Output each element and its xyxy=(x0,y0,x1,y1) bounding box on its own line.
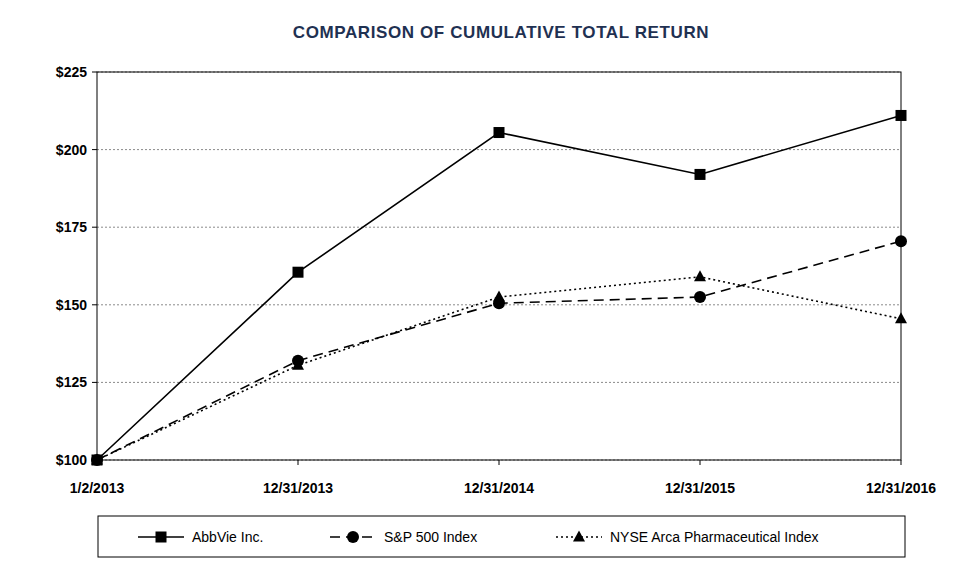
legend: AbbVie Inc. S&P 500 Index NYSE Arca Pharma… xyxy=(98,516,905,557)
point xyxy=(695,169,706,180)
grid-line xyxy=(97,382,901,383)
y-tick xyxy=(92,149,97,150)
point xyxy=(292,359,304,370)
y-tick xyxy=(92,72,97,73)
point xyxy=(92,455,103,466)
grid-line xyxy=(97,149,901,150)
point xyxy=(895,312,907,323)
x-tick xyxy=(901,460,902,465)
legend-marker xyxy=(156,532,167,543)
y-tick-label: $225 xyxy=(56,64,87,80)
x-tick-label: 1/2/2013 xyxy=(70,480,125,496)
legend-marker xyxy=(347,531,359,543)
legend-box xyxy=(98,516,905,557)
point xyxy=(91,454,103,466)
y-tick-label: $125 xyxy=(56,374,87,390)
legend-marker xyxy=(573,531,585,542)
x-tick-label: 12/31/2013 xyxy=(263,480,333,496)
x-tick-label: 12/31/2016 xyxy=(866,480,936,496)
chart: COMPARISON OF CUMULATIVE TOTAL RETURN $10… xyxy=(0,0,955,569)
point xyxy=(293,267,304,278)
series-line xyxy=(97,241,901,460)
y-tick xyxy=(92,304,97,305)
x-tick xyxy=(499,460,500,465)
x-tick xyxy=(298,460,299,465)
point xyxy=(895,235,907,247)
plot-area xyxy=(91,110,907,466)
title: COMPARISON OF CUMULATIVE TOTAL RETURN xyxy=(293,23,709,42)
point xyxy=(694,270,706,281)
y-tick xyxy=(92,382,97,383)
y-tick-label: $100 xyxy=(56,452,87,468)
legend-label: AbbVie Inc. xyxy=(192,529,263,545)
x-tick-label: 12/31/2015 xyxy=(665,480,735,496)
legend-label: NYSE Arca Pharmaceutical Index xyxy=(610,529,819,545)
point xyxy=(494,127,505,138)
y-tick xyxy=(92,227,97,228)
plot-frame xyxy=(97,72,901,460)
x-tick-label: 12/31/2014 xyxy=(464,480,534,496)
series-line xyxy=(97,115,901,460)
point xyxy=(694,291,706,303)
x-tick xyxy=(700,460,701,465)
legend-label: S&P 500 Index xyxy=(384,529,477,545)
y-tick-label: $175 xyxy=(56,219,87,235)
point xyxy=(91,454,103,465)
y-tick-label: $150 xyxy=(56,297,87,313)
series-line xyxy=(97,277,901,460)
y-tick-label: $200 xyxy=(56,142,87,158)
point xyxy=(493,291,505,302)
grid-line xyxy=(97,227,901,228)
point xyxy=(896,110,907,121)
